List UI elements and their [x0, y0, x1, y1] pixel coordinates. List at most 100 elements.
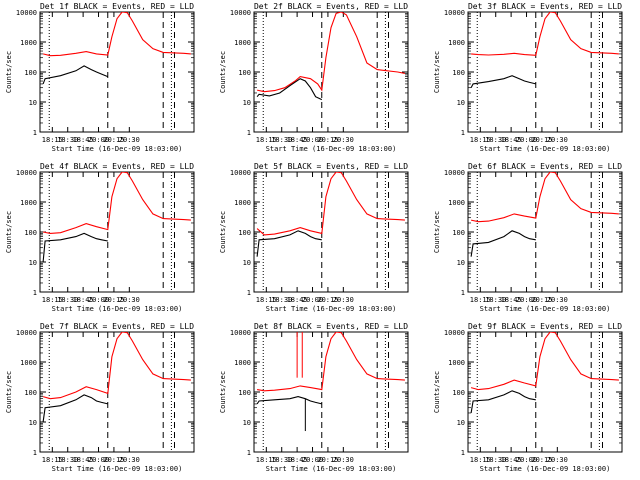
y-axis-label: Counts/sec — [433, 51, 441, 93]
series-group — [42, 12, 191, 85]
panel-title: Det 5f BLACK = Events, RED = LLD — [254, 162, 408, 171]
x-tick-label: 18:15 — [470, 136, 491, 144]
x-tick-label: 20:00 — [302, 136, 323, 144]
x-axis-label: Start Time (16-Dec-09 18:03:00) — [266, 305, 397, 313]
x-axis-label: Start Time (16-Dec-09 18:03:00) — [480, 305, 611, 313]
y-tick-label: 10000 — [444, 329, 465, 337]
plot-frame — [39, 11, 195, 133]
y-tick-label: 10000 — [444, 169, 465, 177]
x-tick-label: 18:45 — [501, 136, 522, 144]
y-tick-label: 1 — [461, 129, 465, 137]
y-tick-label: 1 — [33, 449, 37, 457]
x-tick-label: 20:30 — [119, 136, 140, 144]
x-tick-label: 18:45 — [501, 296, 522, 304]
plot-frame — [467, 11, 623, 133]
x-tick-label: 18:30 — [271, 136, 292, 144]
x-tick-label: 18:45 — [73, 296, 94, 304]
y-axis-label: Counts/sec — [5, 51, 13, 93]
lld-series-line — [470, 172, 619, 223]
y-axis-label: Counts/sec — [219, 211, 227, 253]
x-tick-label: 20:15 — [103, 456, 124, 464]
panel-title: Det 9f BLACK = Events, RED = LLD — [468, 322, 622, 331]
lld-series-line — [42, 332, 191, 400]
x-tick-label: 20:15 — [103, 296, 124, 304]
series-group — [470, 172, 619, 257]
series-group — [470, 12, 619, 88]
x-tick-label: 18:15 — [470, 296, 491, 304]
x-tick-label: 18:15 — [42, 296, 63, 304]
x-tick-label: 20:00 — [516, 456, 537, 464]
x-tick-label: 18:45 — [73, 456, 94, 464]
x-tick-label: 20:15 — [531, 456, 552, 464]
x-tick-label: 20:30 — [547, 296, 568, 304]
lld-series-line — [470, 332, 619, 391]
y-tick-label: 10 — [29, 259, 37, 267]
y-axis-label: Counts/sec — [433, 211, 441, 253]
series-group — [42, 172, 191, 263]
y-tick-label: 100 — [238, 229, 251, 237]
x-tick-label: 18:30 — [485, 136, 506, 144]
y-tick-label: 100 — [452, 229, 465, 237]
panel-6: Det 6f BLACK = Events, RED = LLD 1 10 100 10… — [433, 162, 623, 313]
y-tick-label: 1000 — [234, 39, 251, 47]
x-tick-label: 18:30 — [271, 456, 292, 464]
x-tick-label: 20:15 — [317, 296, 338, 304]
y-tick-label: 1000 — [20, 39, 37, 47]
x-tick-label: 18:45 — [73, 136, 94, 144]
panel-5: Det 5f BLACK = Events, RED = LLD 1 10 100 10… — [219, 162, 409, 313]
x-tick-label: 20:30 — [333, 456, 354, 464]
y-tick-label: 100 — [238, 389, 251, 397]
x-tick-label: 20:00 — [88, 456, 109, 464]
y-tick-label: 10 — [29, 99, 37, 107]
y-tick-label: 100 — [452, 69, 465, 77]
plot-frame — [467, 171, 623, 293]
series-group — [256, 12, 406, 101]
y-tick-label: 10000 — [16, 329, 37, 337]
y-tick-label: 100 — [452, 389, 465, 397]
x-axis-label: Start Time (16-Dec-09 18:03:00) — [266, 465, 397, 473]
x-tick-label: 20:15 — [531, 136, 552, 144]
y-tick-label: 100 — [238, 69, 251, 77]
events-series-line — [42, 232, 108, 263]
panel-title: Det 2f BLACK = Events, RED = LLD — [254, 2, 408, 11]
panel-9: Det 9f BLACK = Events, RED = LLD 1 10 100 10… — [433, 322, 623, 473]
plot-frame — [253, 171, 409, 293]
x-tick-label: 18:45 — [501, 456, 522, 464]
events-series-line — [42, 65, 109, 85]
panel-4: Det 4f BLACK = Events, RED = LLD 1 10 100 10… — [5, 162, 195, 313]
x-tick-label: 18:30 — [57, 296, 78, 304]
x-axis-label: Start Time (16-Dec-09 18:03:00) — [52, 305, 183, 313]
panel-title: Det 3f BLACK = Events, RED = LLD — [468, 2, 622, 11]
y-tick-label: 1 — [247, 449, 251, 457]
x-axis-label: Start Time (16-Dec-09 18:03:00) — [52, 465, 183, 473]
series-group — [256, 332, 405, 432]
y-tick-label: 10000 — [230, 329, 251, 337]
x-tick-label: 18:15 — [256, 456, 277, 464]
y-axis-label: Counts/sec — [433, 371, 441, 413]
events-series-line — [256, 230, 322, 257]
x-axis-label: Start Time (16-Dec-09 18:03:00) — [480, 465, 611, 473]
x-tick-label: 18:30 — [485, 296, 506, 304]
y-tick-label: 1000 — [234, 199, 251, 207]
y-tick-label: 10000 — [444, 9, 465, 17]
y-tick-label: 1000 — [448, 39, 465, 47]
panel-title: Det 8f BLACK = Events, RED = LLD — [254, 322, 408, 331]
lld-series-line — [471, 12, 619, 56]
x-tick-label: 20:30 — [547, 136, 568, 144]
y-tick-label: 1 — [247, 289, 251, 297]
y-tick-label: 10 — [457, 99, 465, 107]
panel-title: Det 4f BLACK = Events, RED = LLD — [40, 162, 194, 171]
y-axis-label: Counts/sec — [5, 211, 13, 253]
x-tick-label: 18:45 — [287, 296, 308, 304]
y-tick-label: 10 — [29, 419, 37, 427]
x-tick-label: 18:15 — [42, 456, 63, 464]
plot-frame — [467, 331, 623, 453]
x-tick-label: 20:00 — [516, 136, 537, 144]
plot-frame — [253, 331, 409, 453]
events-series-line — [42, 394, 108, 423]
panel-8: Det 8f BLACK = Events, RED = LLD 1 10 100 10… — [219, 322, 409, 473]
y-tick-label: 10 — [457, 419, 465, 427]
events-series-line — [470, 75, 536, 88]
events-series-line — [256, 78, 323, 101]
